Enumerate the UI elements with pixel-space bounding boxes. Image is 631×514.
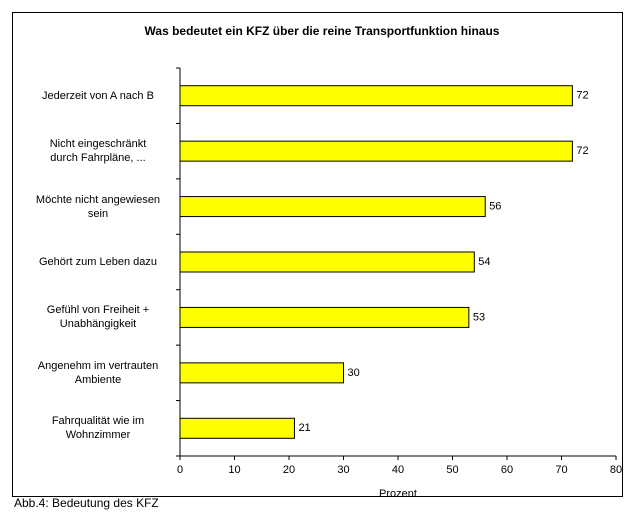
- bar: [179, 306, 470, 328]
- chart-title: Was bedeutet ein KFZ über die reine Tran…: [145, 24, 500, 38]
- bar: [179, 417, 295, 439]
- y-tick-label: Gehört zum Leben dazu: [38, 256, 158, 268]
- value-label: 72: [576, 145, 588, 157]
- y-tick-label: Fahrqualität wie im Wohnzimmer: [51, 415, 145, 442]
- value-label: 56: [489, 200, 501, 212]
- bar: [179, 362, 344, 384]
- y-tick-label: Angenehm im vertrauten Ambiente: [37, 359, 159, 386]
- x-tick-label: 30: [337, 464, 349, 476]
- bar: [179, 196, 486, 218]
- value-label: 54: [478, 256, 490, 268]
- bar: [179, 85, 573, 107]
- y-tick-label: Gefühl von Freiheit + Unabhängigkeit: [46, 304, 150, 331]
- x-tick-label: 0: [177, 464, 183, 476]
- caption: Abb.4: Bedeutung des KFZ: [14, 496, 159, 510]
- chart-border: [12, 12, 623, 497]
- x-tick-label: 20: [283, 464, 295, 476]
- y-tick-label: Möchte nicht angewiesen sein: [35, 193, 161, 220]
- value-label: 21: [298, 422, 310, 434]
- bar: [179, 251, 475, 273]
- value-label: 53: [473, 311, 485, 323]
- y-tick-label: Nicht eingeschränkt durch Fahrpläne, ...: [49, 138, 147, 165]
- x-tick-label: 40: [392, 464, 404, 476]
- x-tick-label: 50: [446, 464, 458, 476]
- x-tick-label: 80: [610, 464, 622, 476]
- value-label: 30: [348, 367, 360, 379]
- x-tick-label: 60: [501, 464, 513, 476]
- x-axis-label: Prozent: [379, 488, 417, 500]
- x-tick-label: 70: [555, 464, 567, 476]
- y-tick-label: Jederzeit von A nach B: [42, 89, 154, 102]
- x-tick-label: 10: [228, 464, 240, 476]
- value-label: 72: [576, 90, 588, 102]
- bar: [179, 140, 573, 162]
